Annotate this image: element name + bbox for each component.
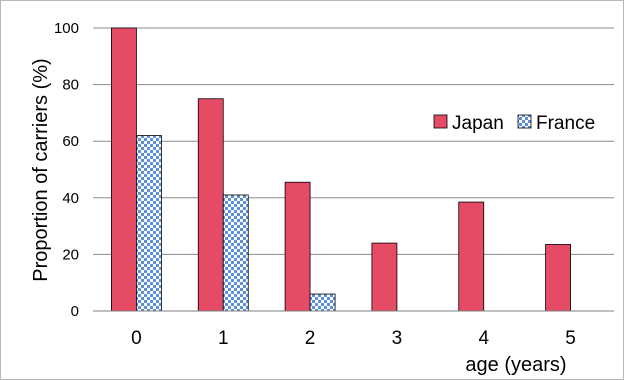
y-tick-100: 100 bbox=[54, 20, 79, 37]
legend-swatch-france bbox=[517, 114, 532, 129]
legend-label-japan: Japan bbox=[452, 113, 504, 134]
x-tick-5: 5 bbox=[565, 328, 576, 349]
bar-japan-5 bbox=[545, 244, 571, 312]
bar-france-2 bbox=[309, 293, 336, 312]
gridlines bbox=[93, 27, 614, 255]
y-tick-20: 20 bbox=[62, 246, 79, 263]
bar-japan-2 bbox=[284, 181, 311, 312]
x-axis-label: age (years) bbox=[465, 354, 566, 376]
y-tick-60: 60 bbox=[62, 133, 79, 150]
legend-label-france: France bbox=[536, 113, 595, 134]
bars bbox=[111, 27, 571, 312]
x-tick-3: 3 bbox=[392, 328, 403, 349]
bar-france-1 bbox=[222, 194, 249, 312]
y-tick-0: 0 bbox=[71, 303, 79, 320]
bar-france-0 bbox=[136, 135, 162, 312]
x-tick-1: 1 bbox=[218, 328, 229, 349]
legend-swatch-japan bbox=[433, 114, 448, 129]
x-tick-labels: 0 1 2 3 4 5 bbox=[131, 328, 576, 349]
legend: Japan France bbox=[433, 113, 595, 134]
bar-japan-4 bbox=[458, 201, 485, 312]
y-tick-labels: 0 20 40 60 80 100 bbox=[54, 20, 79, 320]
x-tick-2: 2 bbox=[305, 328, 316, 349]
x-tick-4: 4 bbox=[478, 328, 489, 349]
bar-japan-0 bbox=[111, 27, 137, 312]
bar-japan-3 bbox=[371, 242, 398, 312]
y-tick-40: 40 bbox=[62, 190, 79, 207]
bar-japan-1 bbox=[197, 98, 224, 312]
y-axis-label: Proportion of carriers (%) bbox=[30, 58, 52, 281]
x-tick-0: 0 bbox=[131, 328, 142, 349]
y-tick-80: 80 bbox=[62, 77, 79, 94]
